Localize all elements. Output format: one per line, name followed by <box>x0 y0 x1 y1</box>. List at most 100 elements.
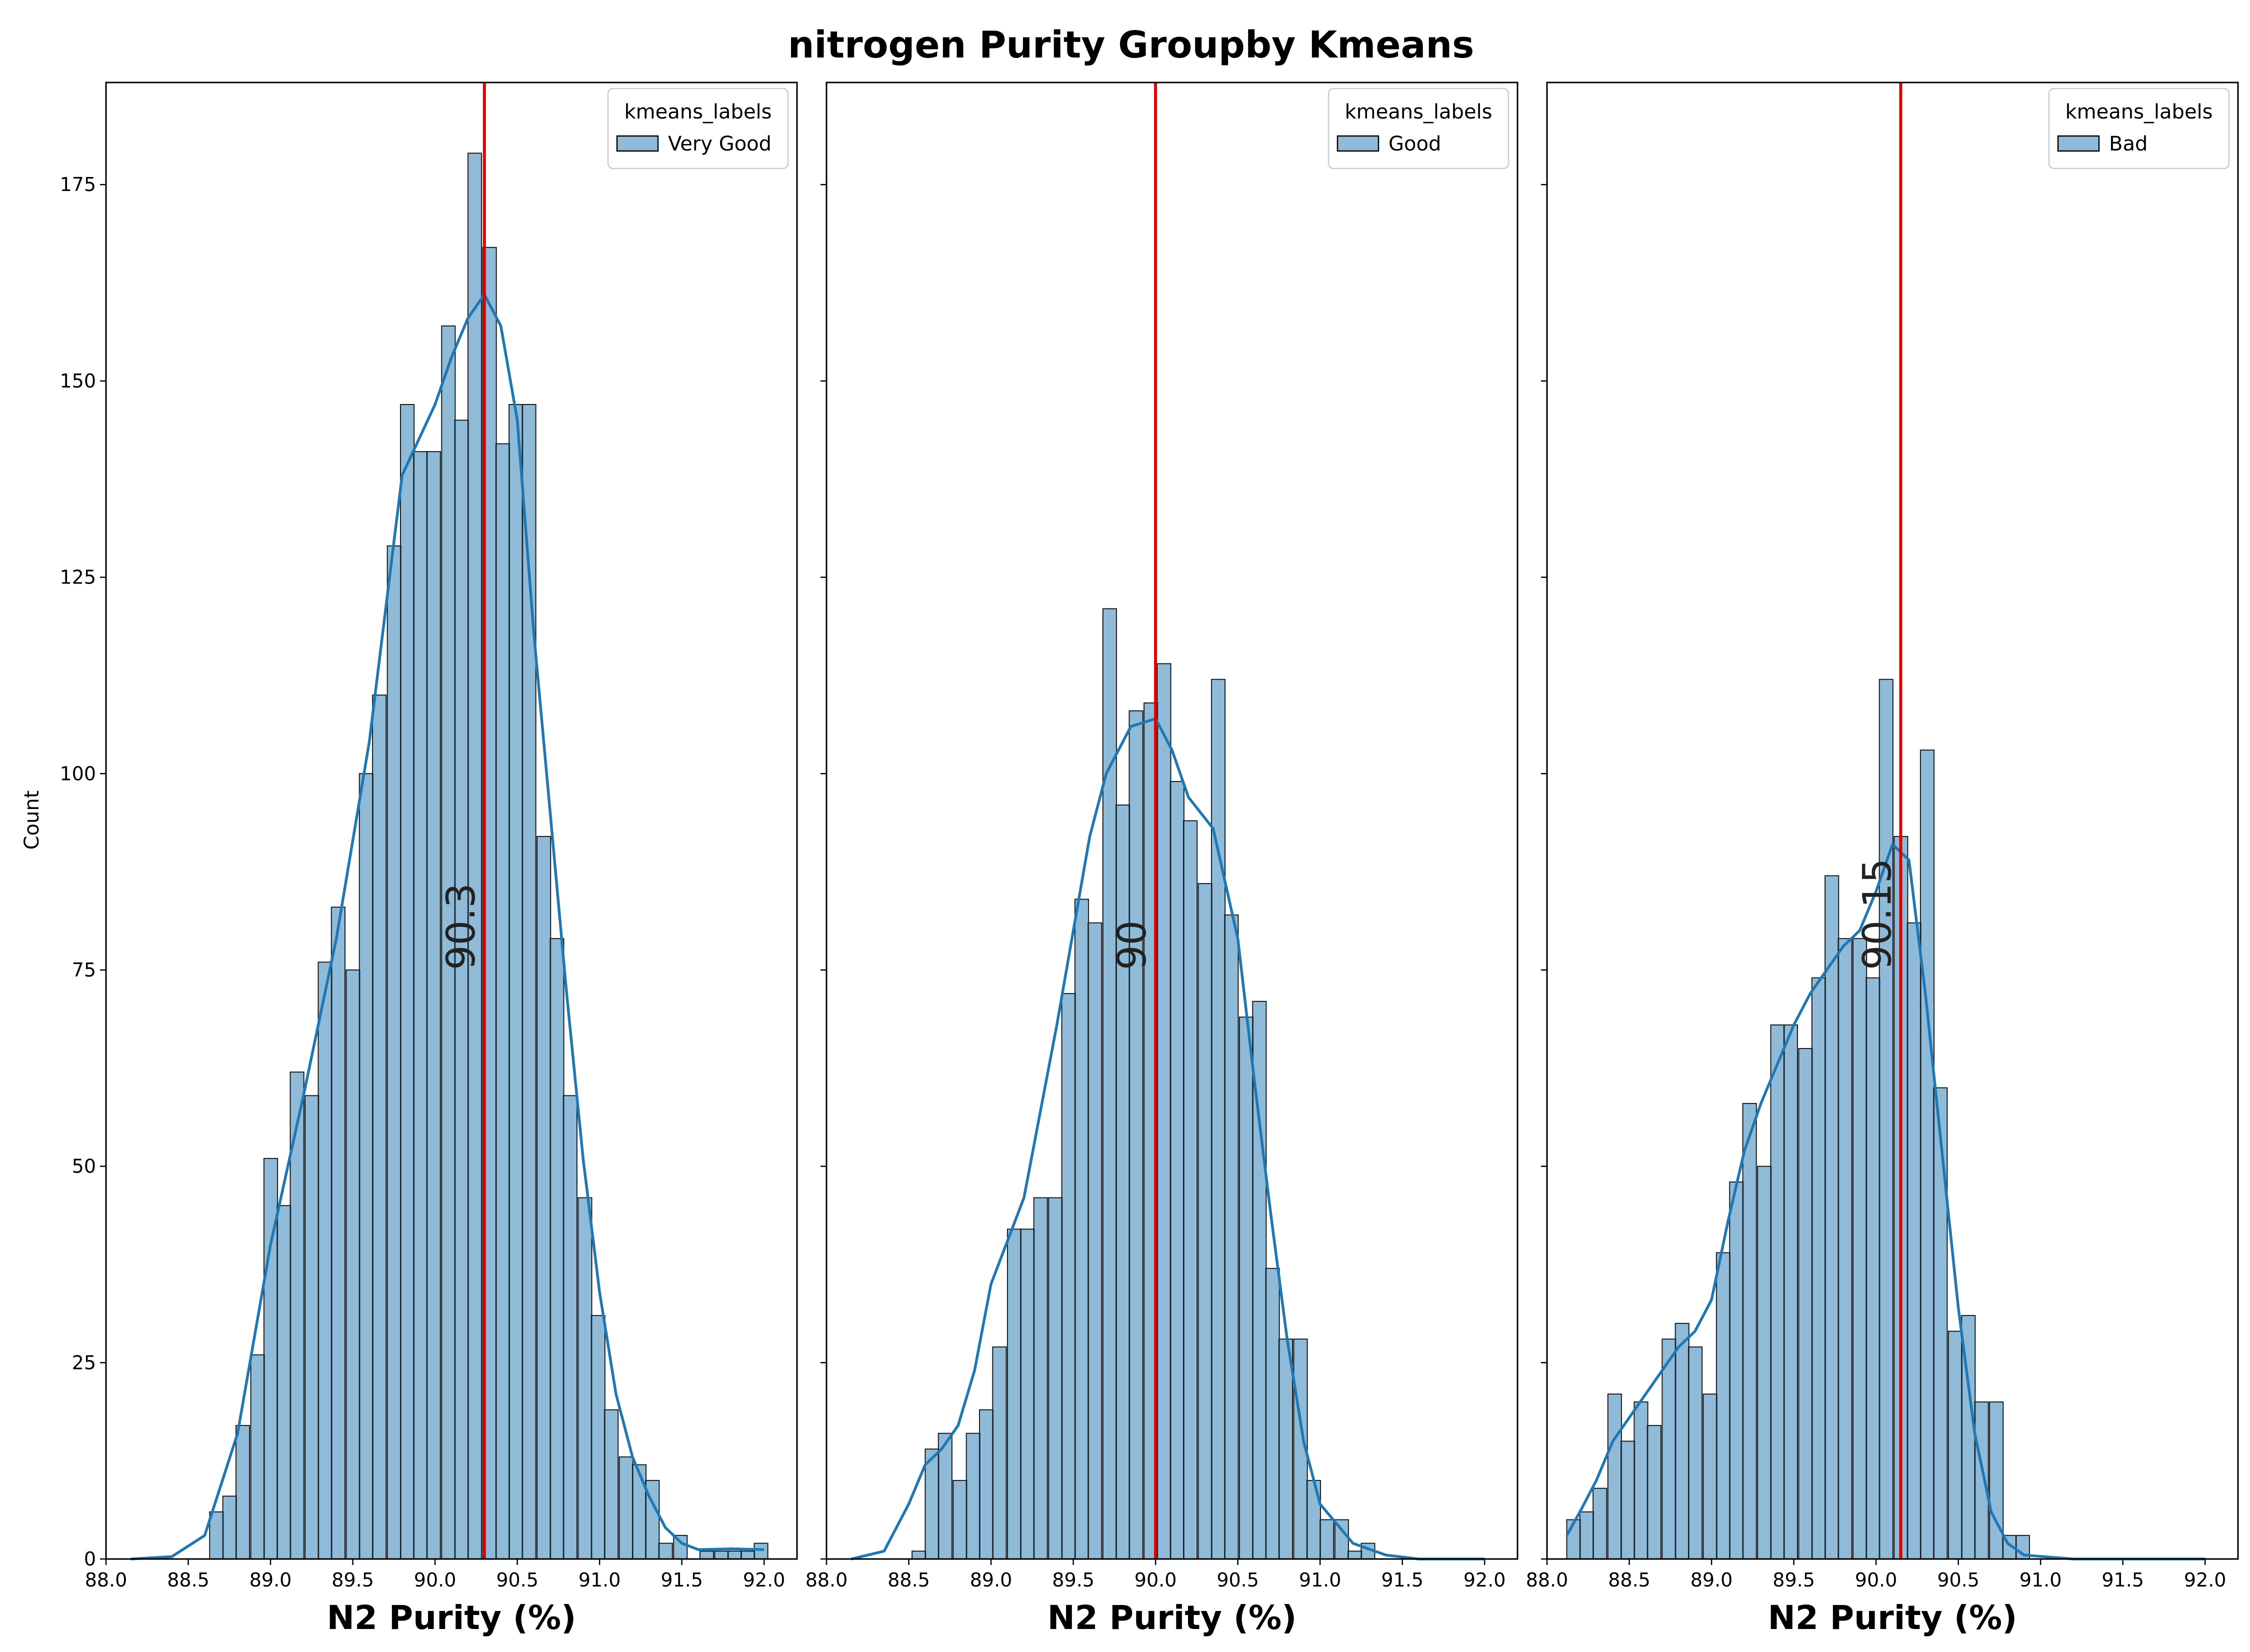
histogram-bar <box>467 152 482 1560</box>
histogram-bar <box>536 836 552 1560</box>
histogram-bar <box>1198 883 1212 1560</box>
legend-swatch <box>616 135 659 152</box>
histogram-bar <box>938 1432 952 1560</box>
kde-curve <box>130 293 764 1560</box>
panels-group: 0 25 50 75 100 125 150 175 88.0 88.5 89.0 89.5 90.0 9… <box>60 82 2239 1637</box>
histogram-bar <box>276 1205 292 1560</box>
histogram-bar <box>1702 1394 1718 1560</box>
chart-title: nitrogen Purity Groupby Kmeans <box>788 24 1474 66</box>
histogram-bar <box>304 1095 320 1560</box>
legend-label: Very Good <box>668 132 772 156</box>
histogram-bar <box>372 694 387 1560</box>
histogram-bar <box>1783 1024 1798 1560</box>
histogram-bar <box>1265 1268 1280 1560</box>
histogram-bar <box>358 773 374 1560</box>
histogram-bar <box>235 1424 250 1560</box>
histogram-bar <box>1620 1440 1636 1560</box>
histogram-bar <box>441 325 456 1560</box>
histogram-bar <box>1607 1394 1622 1560</box>
x-tick-label: 90.5 <box>1937 1569 1980 1591</box>
x-tick-label: 88.0 <box>806 1569 848 1591</box>
histogram-bar <box>1306 1480 1321 1560</box>
histogram-bar <box>1278 1338 1294 1560</box>
y-tick-label: 75 <box>72 959 96 981</box>
x-tick-label: 91.0 <box>2020 1569 2062 1591</box>
histogram-bar <box>562 1095 578 1560</box>
histogram-bar <box>1061 993 1076 1560</box>
histogram-bar <box>1210 678 1226 1560</box>
legend-title: kmeans_labels <box>1344 100 1492 124</box>
histogram-bar <box>1824 875 1840 1560</box>
histogram-bar <box>522 404 536 1560</box>
histogram-bar <box>1320 1519 1334 1560</box>
histogram-bar <box>1866 977 1880 1560</box>
x-tick-label: 91.5 <box>1381 1569 1424 1591</box>
histogram-bar <box>454 420 469 1560</box>
histogram-bar <box>618 1456 634 1560</box>
y-tick-label: 25 <box>72 1352 96 1374</box>
y-tick-label: 100 <box>60 762 96 784</box>
histogram-bar <box>714 1550 729 1560</box>
legend-title: kmeans_labels <box>2065 100 2212 124</box>
histogram-bar <box>1646 1424 1662 1560</box>
histogram-bar <box>658 1542 673 1560</box>
histogram-bar <box>495 443 510 1560</box>
x-tick-label: 89.0 <box>1690 1569 1733 1591</box>
histogram-bar <box>290 1072 304 1560</box>
histogram-bar <box>1006 1228 1022 1560</box>
x-tick-label: 88.5 <box>167 1569 210 1591</box>
histogram-bar <box>1674 1322 1690 1560</box>
histogram-bar <box>1770 1024 1785 1560</box>
x-tick-label: 89.0 <box>970 1569 1012 1591</box>
x-tick-label: 89.5 <box>332 1569 374 1591</box>
histogram-bar <box>1989 1401 2004 1560</box>
histogram-bar <box>754 1542 768 1560</box>
x-axis-label: N2 Purity (%) <box>1048 1598 1297 1637</box>
histogram-bar <box>1074 898 1090 1560</box>
histogram-bar <box>578 1197 592 1560</box>
histogram-bar <box>1688 1346 1703 1560</box>
histogram-bar <box>966 1432 980 1560</box>
x-tick-label: 90.0 <box>414 1569 456 1591</box>
histogram-bar <box>426 451 441 1560</box>
histogram-bar <box>632 1464 647 1560</box>
mean-value-label: 90.15 <box>1855 858 1900 970</box>
histogram-bar <box>1183 820 1198 1560</box>
histogram-bar <box>386 545 402 1560</box>
x-tick-label: 88.0 <box>85 1569 128 1591</box>
axes-frame <box>105 82 798 1560</box>
mean-value-label: 90 <box>1110 920 1155 970</box>
histogram-bar <box>1798 1048 1813 1560</box>
y-tick-label: 50 <box>72 1156 96 1178</box>
histogram-bar <box>699 1550 714 1560</box>
histogram-bar <box>222 1496 237 1560</box>
histogram-bar <box>318 962 332 1560</box>
histogram-bar <box>1852 938 1868 1560</box>
histogram-bar <box>1020 1228 1035 1560</box>
histogram-bar <box>604 1409 619 1560</box>
x-tick-label: 90.0 <box>1855 1569 1898 1591</box>
x-tick-label: 88.5 <box>888 1569 930 1591</box>
histogram-bar <box>209 1511 224 1560</box>
histogram-bar <box>1838 938 1852 1560</box>
histogram-bar <box>912 1550 926 1560</box>
histogram-bar <box>1156 663 1172 1560</box>
histogram-bar <box>1579 1511 1594 1560</box>
histogram-bar <box>330 906 346 1560</box>
histogram-bar <box>1933 1087 1948 1560</box>
x-tick-label: 88.5 <box>1608 1569 1650 1591</box>
histogram-bar <box>1048 1197 1063 1560</box>
x-tick-label: 89.0 <box>250 1569 292 1591</box>
histogram-bar <box>550 938 564 1560</box>
histogram-bar <box>1729 1182 1744 1560</box>
histogram-bar <box>1757 1166 1772 1560</box>
histogram-bar <box>1293 1338 1308 1560</box>
histogram-bar <box>1224 914 1239 1560</box>
histogram-bar <box>1974 1401 1989 1560</box>
histogram-bar <box>1102 608 1117 1560</box>
histogram-bar <box>413 451 428 1560</box>
histogram-bar <box>1566 1519 1581 1560</box>
x-tick-label: 91.5 <box>2102 1569 2144 1591</box>
legend-title: kmeans_labels <box>624 100 772 124</box>
legend-swatch <box>1336 135 1380 152</box>
